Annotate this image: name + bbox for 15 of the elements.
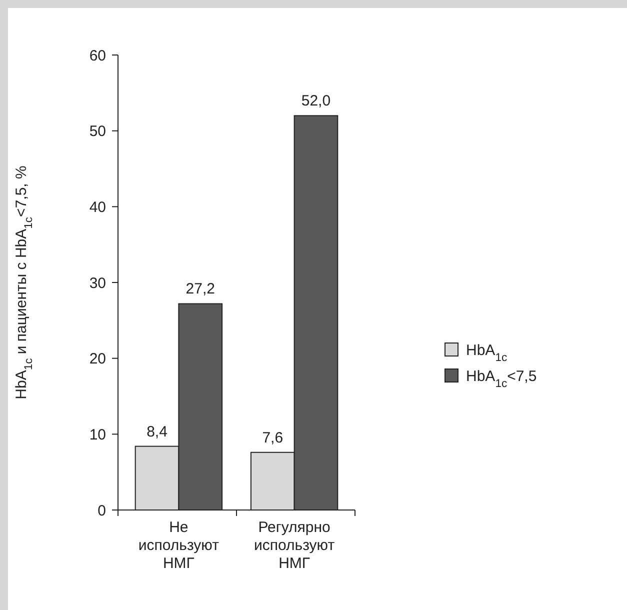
y-tick-label: 10: [89, 426, 106, 444]
y-tick-label: 0: [98, 502, 106, 520]
legend-label: HbA$_{1c}$: [466, 342, 508, 364]
data-label: 52,0: [301, 92, 331, 110]
y-tick-label: 40: [89, 198, 106, 216]
legend-label: HbA$_{1c}$<7,5: [466, 368, 537, 390]
y-tick-label: 60: [89, 47, 106, 64]
data-label: 27,2: [186, 280, 215, 298]
y-tick-label: 50: [89, 123, 106, 140]
y-tick-label: 30: [89, 274, 106, 292]
x-tick-label: Регулярно используют НМГ: [254, 519, 335, 572]
x-tick-label: Не используют НМГ: [138, 519, 220, 572]
y-tick-label: 20: [89, 350, 106, 368]
data-label: 7,6: [262, 429, 284, 446]
data-label: 8,4: [146, 423, 168, 440]
